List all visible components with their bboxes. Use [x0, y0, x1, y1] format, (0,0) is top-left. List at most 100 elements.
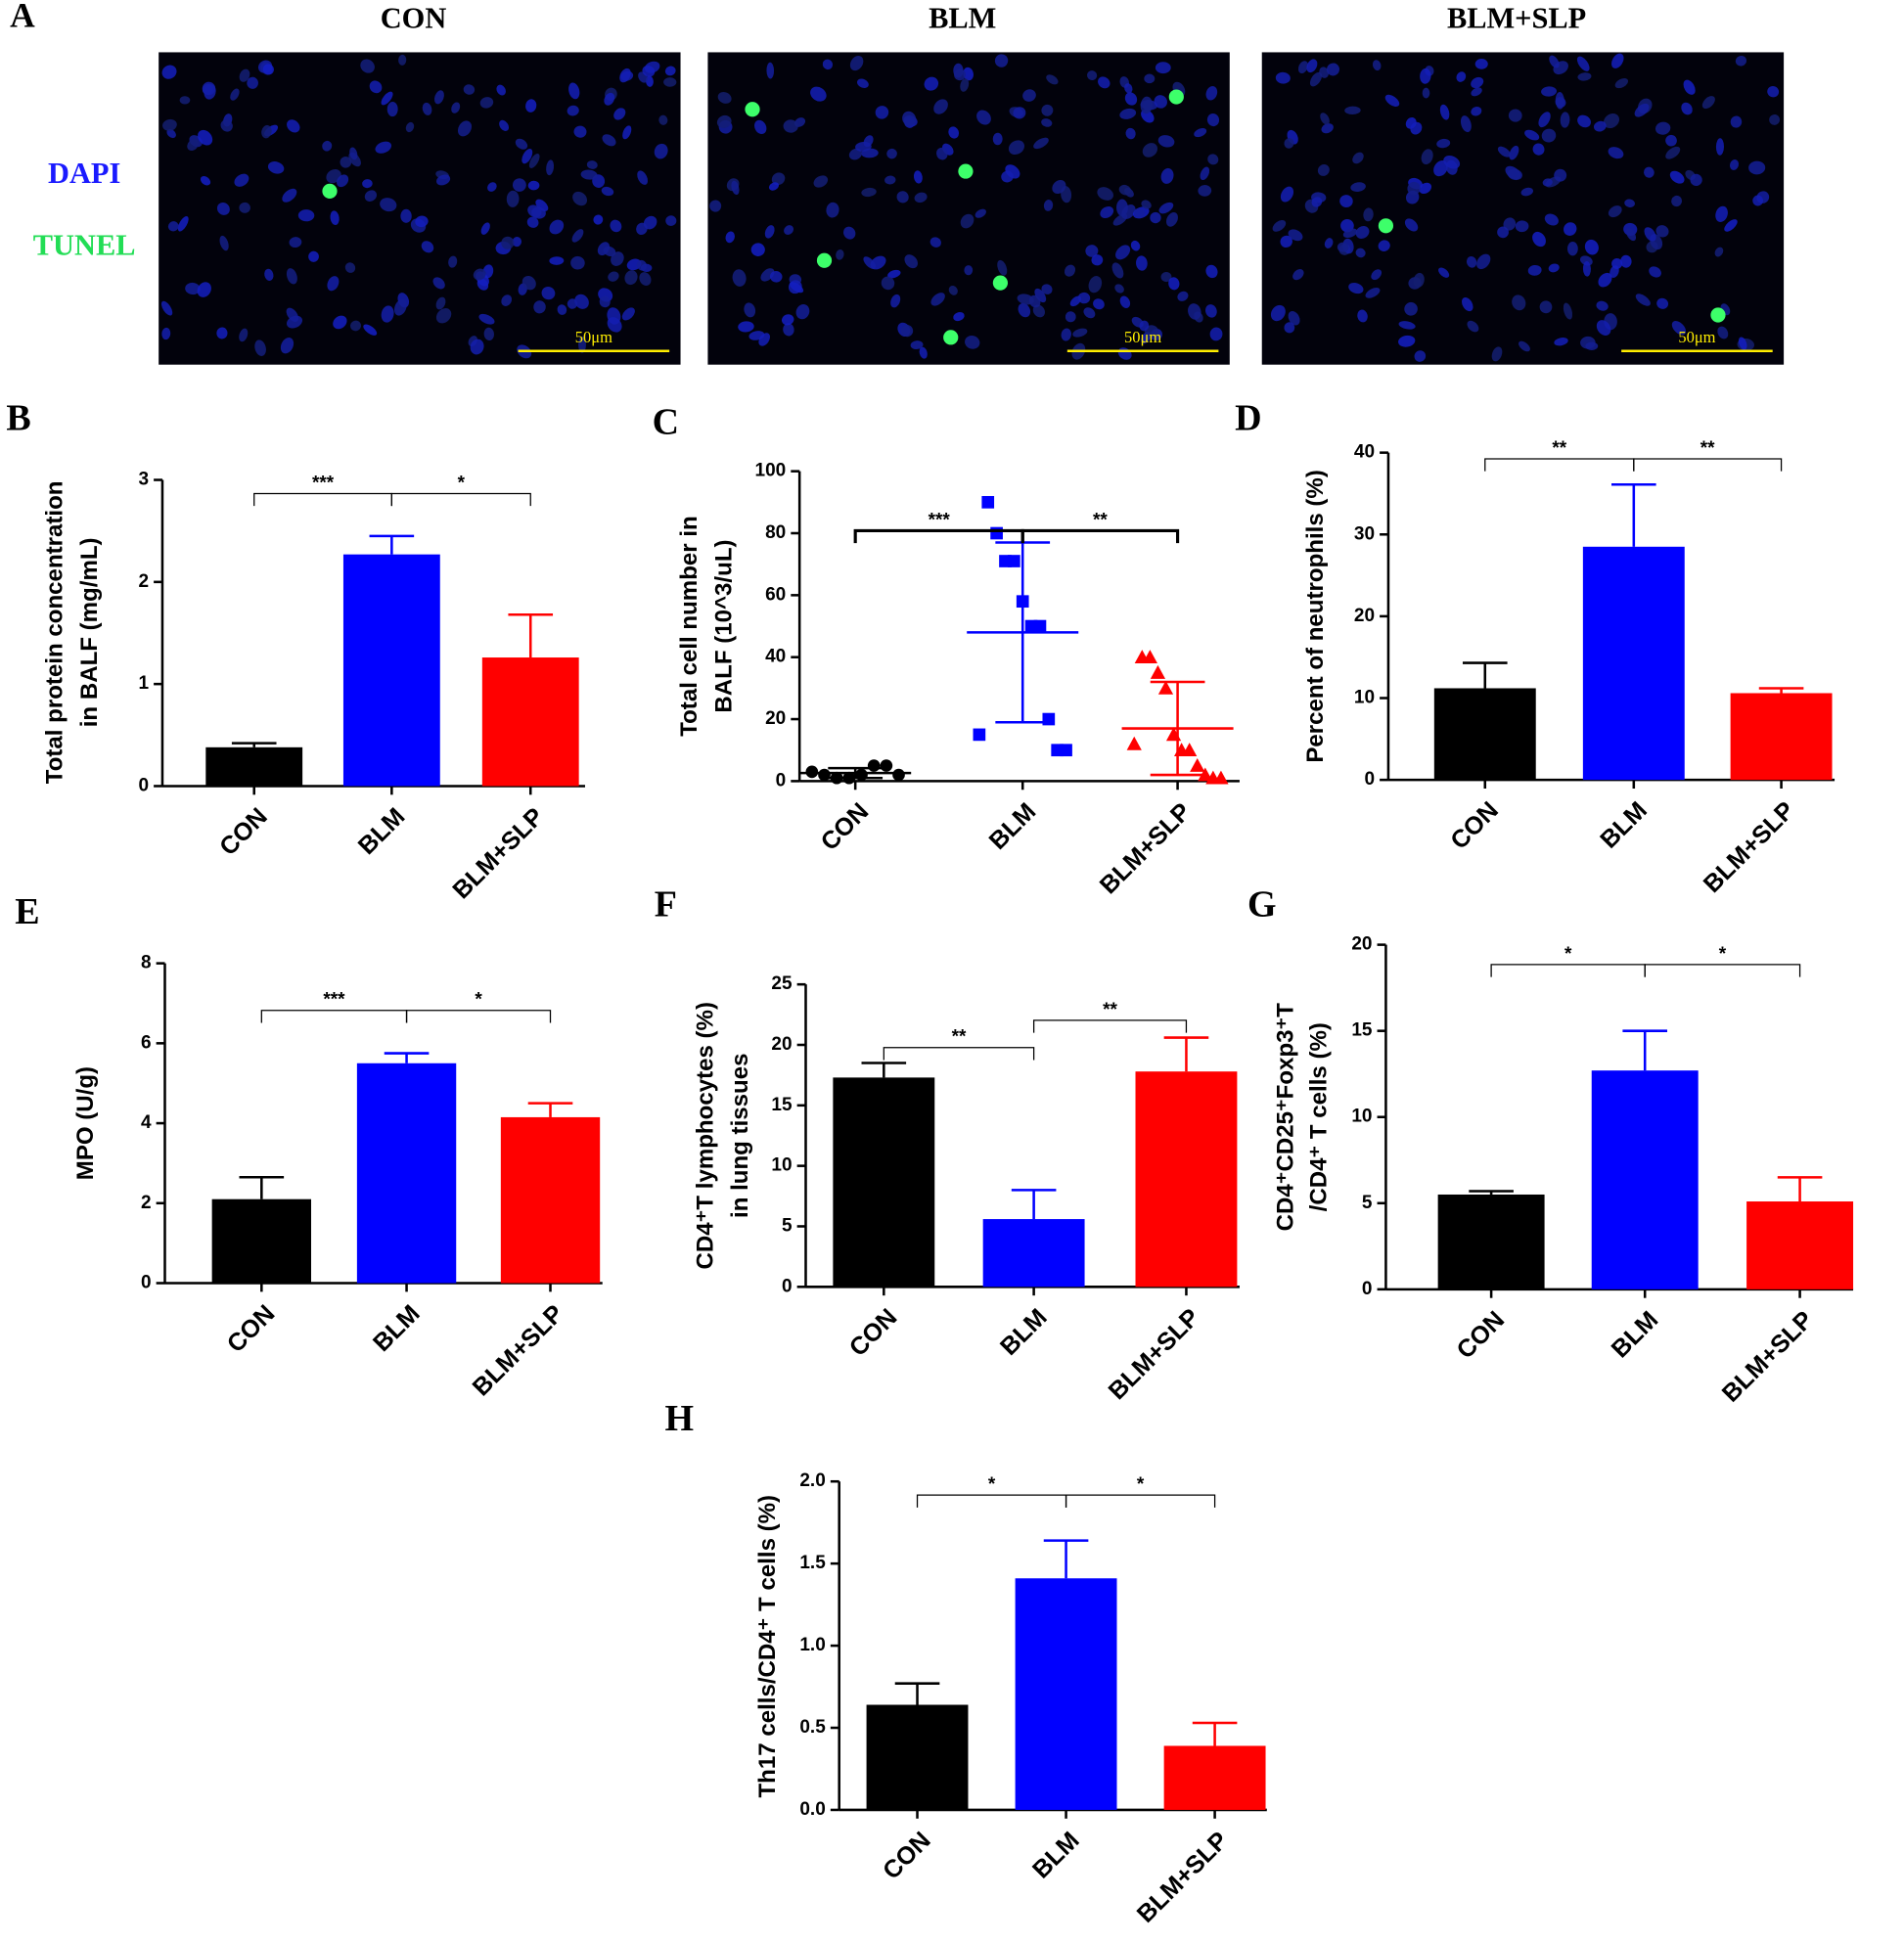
- nucleus: [1715, 138, 1725, 156]
- nucleus: [1320, 113, 1330, 125]
- nucleus: [198, 129, 213, 146]
- nucleus: [1207, 154, 1219, 165]
- nucleus: [1497, 146, 1511, 158]
- y-tick-label: 8: [141, 953, 152, 973]
- nucleus: [758, 333, 771, 346]
- nucleus: [1649, 266, 1661, 278]
- x-tick-label: BLM: [1027, 1827, 1085, 1884]
- significance-bracket: [883, 1047, 1035, 1061]
- nucleus: [572, 191, 588, 206]
- nucleus: [1372, 60, 1382, 71]
- nucleus: [994, 54, 1009, 68]
- x-tick-label: CON: [844, 1303, 903, 1362]
- point: [981, 496, 995, 509]
- nucleus: [1608, 147, 1624, 159]
- nucleus: [549, 219, 565, 235]
- nucleus: [1508, 109, 1522, 122]
- nucleus: [1352, 152, 1364, 164]
- nucleus: [929, 237, 941, 248]
- nucleus: [1115, 245, 1131, 260]
- bar: [1591, 1070, 1699, 1289]
- nucleus: [322, 140, 333, 152]
- significance-bracket: [390, 492, 531, 507]
- nucleus: [515, 138, 528, 150]
- nucleus: [533, 300, 546, 314]
- nucleus: [1593, 120, 1607, 132]
- y-axis-label: Percent of neutrophils (%): [1302, 470, 1329, 762]
- nucleus: [1018, 302, 1031, 318]
- significance-bracket: [1065, 1494, 1216, 1508]
- nucleus: [1288, 229, 1303, 242]
- nucleus: [161, 327, 171, 340]
- x-tick-label: BLM+SLP: [1104, 1303, 1205, 1405]
- nucleus: [1655, 121, 1671, 135]
- nucleus: [1139, 320, 1150, 332]
- significance-bracket: [1020, 528, 1180, 544]
- point: [1142, 650, 1157, 664]
- nucleus: [665, 215, 677, 226]
- nucleus: [643, 215, 657, 230]
- column-title: CON: [381, 2, 447, 35]
- nucleus: [637, 170, 649, 185]
- bar: [1582, 546, 1685, 781]
- micrograph: [1261, 52, 1785, 365]
- bar: [356, 1062, 457, 1284]
- nucleus: [1603, 113, 1620, 129]
- nucleus: [717, 91, 732, 104]
- nucleus: [1576, 56, 1590, 71]
- y-tick-label: 30: [1354, 523, 1375, 544]
- nucleus: [1474, 59, 1488, 69]
- point: [1190, 757, 1205, 772]
- nucleus: [764, 225, 775, 239]
- y-tick-label: 1.5: [799, 1553, 826, 1573]
- nucleus: [976, 110, 991, 125]
- nucleus: [1714, 247, 1724, 257]
- nucleus: [948, 286, 958, 295]
- nucleus: [924, 76, 939, 91]
- nucleus: [308, 250, 319, 262]
- nucleus: [527, 204, 542, 218]
- bar: [1015, 1578, 1117, 1810]
- y-tick-label: 60: [765, 584, 786, 605]
- nucleus: [1439, 104, 1450, 120]
- nucleus: [1544, 213, 1559, 226]
- nucleus: [570, 255, 585, 270]
- nucleus: [904, 254, 918, 269]
- nucleus: [1520, 187, 1534, 197]
- y-tick-label: 10: [1351, 1107, 1372, 1127]
- nucleus: [1577, 114, 1591, 128]
- nucleus: [1086, 70, 1098, 80]
- nucleus: [1292, 269, 1304, 281]
- nucleus: [435, 296, 446, 310]
- nucleus: [1093, 298, 1105, 310]
- panel-label: A: [10, 0, 35, 34]
- nucleus: [886, 148, 897, 159]
- point: [805, 765, 819, 779]
- nucleus: [1735, 55, 1747, 67]
- nucleus: [1582, 261, 1591, 277]
- nucleus: [185, 282, 201, 295]
- point: [818, 768, 831, 782]
- nucleus: [731, 180, 740, 196]
- nucleus: [1456, 71, 1467, 82]
- significance-label: *: [475, 990, 482, 1011]
- nucleus: [1471, 76, 1484, 89]
- nucleus: [960, 78, 970, 92]
- nucleus: [1284, 322, 1295, 334]
- nucleus: [398, 54, 407, 66]
- x-tick-label: CON: [1445, 796, 1504, 855]
- nucleus: [621, 307, 635, 321]
- nucleus: [954, 68, 967, 81]
- nucleus: [1532, 143, 1545, 156]
- nucleus: [936, 147, 948, 160]
- x-tick-label: CON: [816, 797, 875, 856]
- nucleus: [380, 198, 397, 212]
- stain-label: TUNEL: [33, 229, 136, 262]
- nucleus: [1177, 291, 1189, 301]
- nucleus: [1206, 113, 1220, 127]
- nucleus: [1155, 62, 1171, 74]
- nucleus: [992, 132, 1003, 146]
- nucleus: [1033, 137, 1049, 150]
- nucleus: [1519, 340, 1530, 352]
- nucleus: [639, 272, 652, 286]
